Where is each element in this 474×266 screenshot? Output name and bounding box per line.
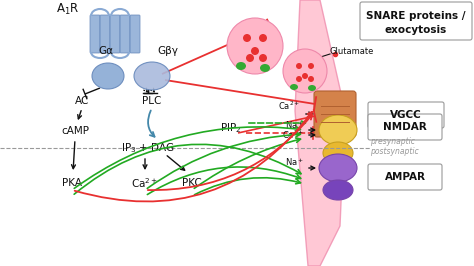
Text: NMDAR: NMDAR: [383, 122, 427, 132]
Text: Ca$^{2+}$: Ca$^{2+}$: [282, 129, 304, 141]
Ellipse shape: [260, 64, 270, 72]
Text: AC: AC: [75, 96, 89, 106]
Text: PLC: PLC: [142, 96, 162, 106]
Circle shape: [246, 54, 254, 62]
Ellipse shape: [92, 63, 124, 89]
Ellipse shape: [308, 85, 316, 91]
Circle shape: [308, 63, 314, 69]
Ellipse shape: [290, 84, 298, 90]
Text: AMPAR: AMPAR: [384, 172, 426, 182]
Circle shape: [243, 34, 251, 42]
Text: presynaptic: presynaptic: [370, 138, 415, 147]
FancyBboxPatch shape: [368, 114, 442, 140]
Text: Ca$^{2+}$: Ca$^{2+}$: [131, 176, 158, 190]
Text: postsynaptic: postsynaptic: [370, 148, 419, 156]
FancyBboxPatch shape: [368, 164, 442, 190]
Text: PKA: PKA: [62, 178, 82, 188]
Circle shape: [227, 18, 283, 74]
Circle shape: [251, 47, 259, 55]
Text: cAMP: cAMP: [61, 126, 89, 136]
Ellipse shape: [319, 154, 357, 182]
Text: SNARE proteins /: SNARE proteins /: [366, 11, 466, 21]
Ellipse shape: [236, 62, 246, 70]
Circle shape: [308, 76, 314, 82]
FancyBboxPatch shape: [110, 15, 120, 53]
FancyBboxPatch shape: [90, 15, 100, 53]
Ellipse shape: [323, 180, 353, 200]
Text: exocytosis: exocytosis: [385, 25, 447, 35]
Text: Glutamate: Glutamate: [330, 47, 374, 56]
FancyBboxPatch shape: [120, 15, 130, 53]
Text: Gα: Gα: [99, 46, 113, 56]
Text: PIP$_2$: PIP$_2$: [220, 121, 242, 135]
Text: Gβγ: Gβγ: [157, 46, 179, 56]
Circle shape: [259, 54, 267, 62]
FancyBboxPatch shape: [360, 2, 472, 40]
FancyBboxPatch shape: [368, 102, 444, 128]
Text: PKC: PKC: [182, 178, 202, 188]
Ellipse shape: [134, 62, 170, 90]
Text: VGCC: VGCC: [390, 110, 422, 120]
Ellipse shape: [319, 115, 357, 145]
Circle shape: [296, 63, 302, 69]
Text: Ca$^{2+}$: Ca$^{2+}$: [278, 100, 300, 112]
Circle shape: [283, 49, 327, 93]
Text: A$_1$R: A$_1$R: [56, 1, 80, 16]
Ellipse shape: [323, 142, 353, 164]
FancyBboxPatch shape: [100, 15, 110, 53]
Circle shape: [296, 76, 302, 82]
FancyBboxPatch shape: [130, 15, 140, 53]
Text: Na$^+$: Na$^+$: [285, 119, 304, 131]
FancyBboxPatch shape: [314, 91, 356, 137]
Circle shape: [302, 73, 308, 79]
Text: Na$^+$: Na$^+$: [285, 156, 304, 168]
Text: IP$_3$ + DAG: IP$_3$ + DAG: [121, 141, 175, 155]
Polygon shape: [295, 0, 345, 266]
Circle shape: [259, 34, 267, 42]
